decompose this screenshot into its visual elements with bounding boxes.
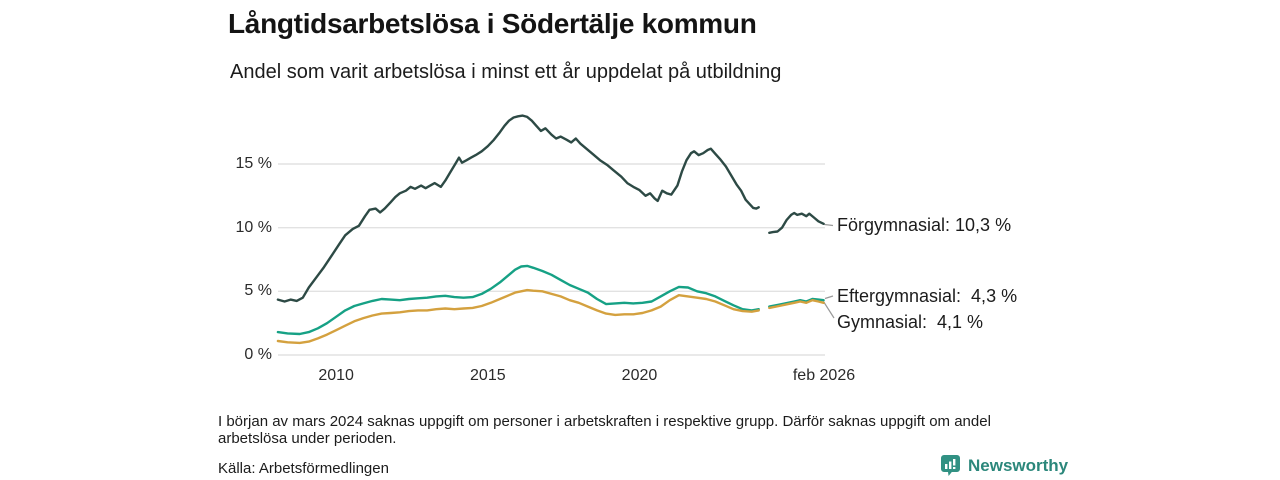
label-connector-forgymnasial <box>824 223 834 227</box>
bar-chart-bubble-icon <box>940 454 961 477</box>
series-line-gymnasial <box>276 288 825 345</box>
series-line-forgymnasial <box>276 114 825 303</box>
y-axis-tick-label: 0 % <box>244 346 272 363</box>
series-line-eftergymnasial <box>276 264 825 336</box>
y-axis-tick-label: 15 % <box>235 155 272 172</box>
page-title: Långtidsarbetslösa i Södertälje kommun <box>228 8 757 39</box>
y-axis-tick-label: 10 % <box>235 218 272 236</box>
series-end-label-eftergymnasial: Eftergymnasial: 4,3 % <box>837 286 1018 306</box>
newsworthy-logo: Newsworthy <box>940 454 1068 477</box>
series-end-label-forgymnasial: Förgymnasial: 10,3 % <box>837 215 1012 235</box>
page-subtitle: Andel som varit arbetslösa i minst ett å… <box>230 61 782 83</box>
chart-footnote: I början av mars 2024 saknas uppgift om … <box>218 413 991 447</box>
label-connector-gymnasial <box>822 301 835 319</box>
newsworthy-logo-text: Newsworthy <box>968 455 1069 475</box>
x-axis-tick-label: 2010 <box>318 367 354 384</box>
source-note: Källa: Arbetsförmedlingen <box>218 460 389 477</box>
x-axis-tick-label: 2015 <box>470 367 506 384</box>
x-axis-tick-label: feb 2026 <box>792 367 856 384</box>
label-connector-eftergymnasial <box>824 295 834 300</box>
x-axis-tick-label: 2020 <box>621 367 658 384</box>
series-end-label-gymnasial: Gymnasial: 4,1 % <box>837 312 984 332</box>
y-axis-tick-label: 5 % <box>244 282 272 300</box>
